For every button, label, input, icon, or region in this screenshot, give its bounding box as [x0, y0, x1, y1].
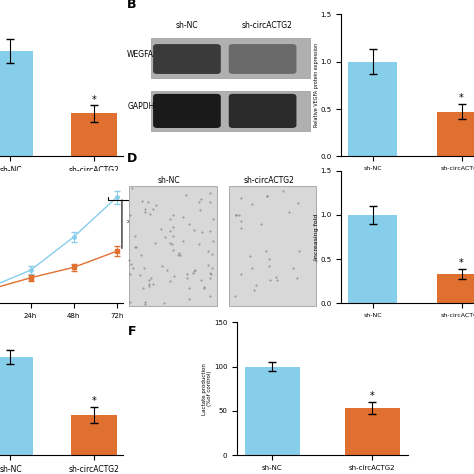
Text: *: * — [126, 219, 131, 229]
Text: *: * — [91, 95, 96, 105]
Text: GAPDH: GAPDH — [127, 102, 155, 111]
FancyBboxPatch shape — [229, 44, 296, 74]
Y-axis label: Lactate production
(%of control): Lactate production (%of control) — [201, 363, 212, 415]
Bar — [151, 91, 310, 131]
Bar — [151, 38, 310, 78]
FancyBboxPatch shape — [153, 44, 221, 74]
Bar — [437, 112, 474, 156]
Bar — [345, 408, 400, 455]
Text: sh-circACTG2: sh-circACTG2 — [243, 176, 294, 185]
FancyBboxPatch shape — [153, 94, 221, 128]
Bar — [348, 215, 397, 303]
Text: F: F — [128, 325, 136, 338]
Bar — [348, 62, 397, 156]
Text: sh-circACTG2: sh-circACTG2 — [241, 21, 292, 30]
Bar — [437, 274, 474, 303]
Y-axis label: Relative VEGFA protein expression: Relative VEGFA protein expression — [314, 43, 319, 128]
Text: WEGFA: WEGFA — [127, 50, 154, 58]
Text: B: B — [127, 0, 137, 11]
Text: *: * — [91, 396, 96, 406]
Text: sh-NC: sh-NC — [176, 21, 198, 30]
Y-axis label: Increasing fold: Increasing fold — [314, 214, 319, 260]
Text: *: * — [459, 93, 464, 103]
Text: sh-NC: sh-NC — [158, 176, 180, 185]
Bar — [0, 51, 33, 156]
Text: *: * — [459, 258, 464, 268]
Text: *: * — [370, 392, 375, 401]
Bar — [0, 357, 33, 455]
Text: D: D — [127, 152, 137, 165]
Bar — [71, 113, 117, 156]
Bar — [71, 415, 117, 455]
Bar — [245, 366, 300, 455]
FancyBboxPatch shape — [229, 94, 296, 128]
